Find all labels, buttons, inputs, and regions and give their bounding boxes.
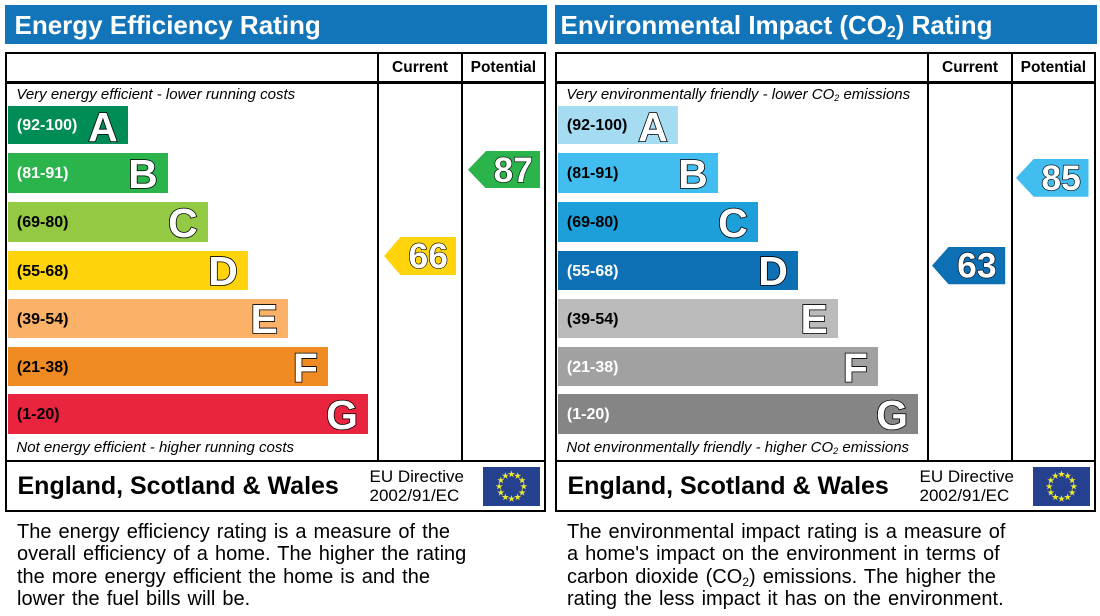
svg-text:85: 85	[1042, 159, 1081, 197]
svg-text:63: 63	[958, 247, 997, 284]
svg-text:66: 66	[408, 237, 447, 275]
svg-text:87: 87	[493, 151, 532, 189]
